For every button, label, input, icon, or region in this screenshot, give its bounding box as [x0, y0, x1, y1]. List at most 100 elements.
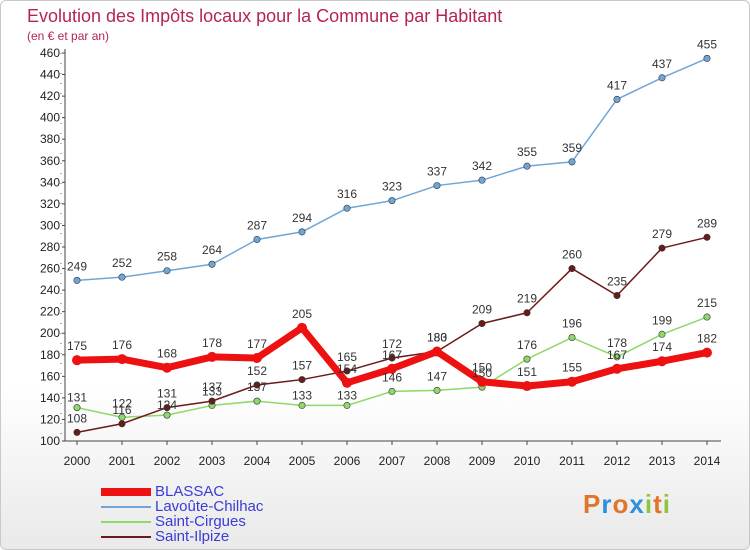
data-point	[657, 356, 667, 367]
data-label: 133	[337, 388, 357, 402]
data-label: 147	[427, 369, 447, 383]
data-point	[703, 233, 711, 241]
data-label: 165	[337, 350, 357, 364]
data-label: 122	[112, 396, 132, 410]
data-point	[387, 363, 397, 374]
data-label: 323	[382, 180, 402, 194]
x-tick-label: 2010	[514, 454, 541, 468]
data-point	[433, 182, 441, 190]
data-point	[73, 276, 81, 284]
data-label: 157	[292, 359, 312, 373]
data-label: 176	[112, 338, 132, 352]
data-label: 183	[427, 331, 447, 345]
data-point	[658, 74, 666, 82]
legend-label: BLASSAC	[155, 483, 225, 500]
y-tick-label: 300	[40, 218, 60, 232]
data-label: 249	[67, 259, 87, 273]
data-point	[388, 354, 396, 362]
data-point	[117, 354, 127, 365]
data-label: 108	[67, 411, 87, 425]
y-tick-label: 360	[40, 154, 60, 168]
data-point	[613, 95, 621, 103]
data-label: 155	[562, 361, 582, 375]
data-label: 137	[202, 380, 222, 394]
data-label: 176	[517, 338, 537, 352]
data-point	[343, 401, 351, 409]
data-label: 150	[472, 366, 492, 380]
data-label: 316	[337, 187, 357, 201]
data-label: 219	[517, 292, 537, 306]
legend-swatch	[101, 506, 151, 508]
logo-letter: o	[612, 489, 630, 519]
data-point	[298, 228, 306, 236]
data-point	[568, 158, 576, 166]
data-label: 150	[472, 361, 492, 375]
data-label: 235	[607, 275, 627, 289]
data-point	[523, 355, 531, 363]
y-tick-label: 420	[40, 89, 60, 103]
data-point	[297, 322, 307, 333]
data-point	[568, 265, 576, 273]
data-label: 182	[697, 332, 717, 346]
data-label: 116	[112, 403, 131, 417]
legend-swatch	[101, 536, 151, 538]
legend-label: Saint-Ilpize	[155, 528, 230, 545]
data-point	[253, 381, 261, 389]
data-point	[702, 347, 712, 358]
logo-letter: t	[653, 489, 663, 519]
proxiti-logo: Proxiti	[583, 489, 671, 520]
data-label: 131	[157, 387, 177, 401]
data-point	[567, 376, 577, 387]
data-point	[523, 162, 531, 170]
data-label: 151	[517, 365, 537, 379]
data-point	[522, 381, 532, 392]
data-point	[478, 176, 486, 184]
y-tick-label: 140	[40, 391, 60, 405]
data-label: 177	[247, 337, 267, 351]
data-point	[658, 330, 666, 338]
data-point	[703, 54, 711, 62]
y-tick-label: 460	[40, 46, 60, 60]
data-point	[477, 376, 487, 387]
y-tick-label: 120	[40, 412, 60, 426]
data-point	[658, 244, 666, 252]
legend-swatch	[101, 521, 151, 523]
data-label: 196	[562, 317, 582, 331]
data-label: 167	[382, 348, 402, 362]
y-tick-label: 260	[40, 262, 60, 276]
data-point	[432, 346, 442, 357]
x-tick-label: 2000	[64, 454, 91, 468]
y-tick-label: 380	[40, 132, 60, 146]
data-label: 355	[517, 145, 537, 159]
data-label: 152	[247, 364, 267, 378]
chart-subtitle: (en € et par an)	[27, 29, 110, 43]
data-label: 289	[697, 216, 717, 230]
data-label: 180	[427, 331, 447, 345]
legend-label: Saint-Cirgues	[155, 513, 246, 530]
y-tick-label: 340	[40, 175, 60, 189]
data-point	[252, 353, 262, 364]
data-point	[388, 197, 396, 205]
data-point	[72, 355, 82, 366]
data-point	[253, 235, 261, 243]
data-point	[298, 401, 306, 409]
data-label: 172	[382, 337, 402, 351]
data-label: 174	[652, 340, 672, 354]
data-point	[568, 334, 576, 342]
data-label: 359	[562, 141, 582, 155]
data-label: 178	[607, 336, 627, 350]
x-tick-label: 2011	[559, 454, 585, 468]
y-tick-label: 100	[40, 434, 60, 448]
y-tick-label: 240	[40, 283, 60, 297]
x-tick-label: 2008	[424, 454, 451, 468]
x-tick-label: 2002	[154, 454, 181, 468]
data-label: 131	[67, 391, 87, 405]
y-tick-label: 320	[40, 197, 60, 211]
data-label: 133	[202, 384, 222, 398]
y-tick-label: 440	[40, 68, 60, 82]
data-label: 337	[427, 165, 447, 179]
data-label: 294	[292, 211, 312, 225]
x-tick-label: 2006	[334, 454, 361, 468]
y-tick-label: 180	[40, 348, 60, 362]
